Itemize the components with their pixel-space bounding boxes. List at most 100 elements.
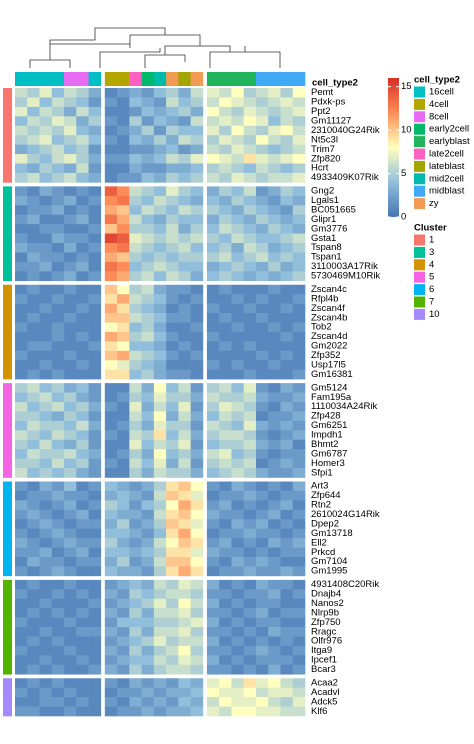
heatmap-cell <box>15 538 28 548</box>
heatmap-cell <box>243 697 257 707</box>
heatmap-cell <box>15 135 28 145</box>
heatmap-cell <box>64 598 77 609</box>
heatmap-cell <box>292 322 306 333</box>
heatmap-cell <box>141 331 155 342</box>
heatmap-cell <box>88 224 102 234</box>
heatmap-cell <box>27 449 40 459</box>
heatmap-cell <box>219 163 232 174</box>
heatmap-cell <box>166 706 179 717</box>
heatmap-cell <box>88 144 102 155</box>
heatmap-cell <box>268 88 281 98</box>
row-annotation <box>3 383 12 393</box>
heatmap-cell <box>166 538 179 548</box>
heatmap-cell <box>88 88 102 98</box>
heatmap-cell <box>39 500 53 511</box>
heatmap-cell <box>255 331 269 342</box>
column-annotation <box>153 72 167 86</box>
heatmap-cell <box>27 490 40 501</box>
heatmap-cell <box>76 261 89 272</box>
heatmap-cell <box>190 458 204 469</box>
heatmap-cell <box>219 233 232 244</box>
heatmap-cell <box>88 243 102 253</box>
heatmap-cell <box>15 589 28 600</box>
heatmap-cell <box>88 214 102 225</box>
heatmap-cell <box>231 383 244 393</box>
heatmap-cell <box>243 678 257 688</box>
heatmap-cell <box>231 195 244 206</box>
heatmap-cell <box>190 252 204 263</box>
heatmap-cell <box>178 154 191 164</box>
heatmap-cell <box>255 481 269 492</box>
heatmap-cell <box>88 360 102 370</box>
heatmap-cell <box>64 538 77 548</box>
heatmap-cell <box>190 490 204 501</box>
heatmap-cell <box>39 557 53 567</box>
heatmap-cell <box>190 439 204 450</box>
heatmap-cell <box>166 88 179 98</box>
heatmap-cell <box>27 214 40 225</box>
heatmap-cell <box>76 322 89 333</box>
heatmap-cell <box>243 468 257 478</box>
heatmap-cell <box>76 331 89 342</box>
heatmap-cell <box>76 468 89 478</box>
heatmap-cell <box>39 261 53 272</box>
heatmap-cell <box>206 655 220 666</box>
heatmap-cell <box>153 284 167 295</box>
heatmap-cell <box>178 294 191 304</box>
row-annotation <box>3 172 12 183</box>
heatmap-cell <box>15 608 28 618</box>
heatmap-cell <box>280 294 294 304</box>
heatmap-cell <box>268 97 281 108</box>
heatmap-cell <box>231 172 244 183</box>
row-annotation <box>3 547 12 558</box>
heatmap-cell <box>153 205 167 215</box>
heatmap-cell <box>129 589 142 600</box>
heatmap-cell <box>219 500 232 511</box>
heatmap-cell <box>76 566 89 577</box>
heatmap-cell <box>104 252 118 263</box>
heatmap-cell <box>153 411 167 422</box>
heatmap-cell <box>15 579 28 590</box>
heatmap-cell <box>243 144 257 155</box>
heatmap-cell <box>243 547 257 558</box>
heatmap-cell <box>206 331 220 342</box>
heatmap-cell <box>88 697 102 707</box>
heatmap-cell <box>243 116 257 127</box>
heatmap-cell <box>129 557 142 567</box>
row-annotation <box>3 97 12 108</box>
heatmap-cell <box>178 468 191 478</box>
heatmap-cell <box>64 589 77 600</box>
column-annotation <box>243 72 257 86</box>
heatmap-cell <box>51 500 65 511</box>
heatmap-cell <box>206 645 220 656</box>
heatmap-cell <box>153 402 167 412</box>
heatmap-cell <box>206 163 220 174</box>
row-label: BC051665 <box>311 204 356 215</box>
row-annotation <box>3 500 12 511</box>
heatmap-cell <box>268 528 281 539</box>
heatmap-cell <box>268 383 281 393</box>
heatmap-cell <box>27 195 40 206</box>
heatmap-cell <box>190 144 204 155</box>
heatmap-cell <box>206 664 220 675</box>
row-label: Klf6 <box>311 706 327 717</box>
heatmap-cell <box>280 360 294 370</box>
heatmap-cell <box>219 697 232 707</box>
heatmap-cell <box>280 172 294 183</box>
heatmap-cell <box>231 294 244 304</box>
heatmap-cell <box>104 420 118 431</box>
heatmap-cell <box>219 303 232 314</box>
heatmap-cell <box>178 303 191 314</box>
heatmap-cell <box>166 135 179 145</box>
heatmap-cell <box>190 214 204 225</box>
heatmap-cell <box>190 172 204 183</box>
heatmap-cell <box>206 449 220 459</box>
heatmap-cell <box>206 627 220 637</box>
heatmap-cell <box>190 566 204 577</box>
heatmap-cell <box>15 261 28 272</box>
heatmap-cell <box>280 706 294 717</box>
heatmap-cell <box>166 468 179 478</box>
heatmap-cell <box>88 617 102 628</box>
heatmap-cell <box>117 538 130 548</box>
heatmap-cell <box>166 579 179 590</box>
